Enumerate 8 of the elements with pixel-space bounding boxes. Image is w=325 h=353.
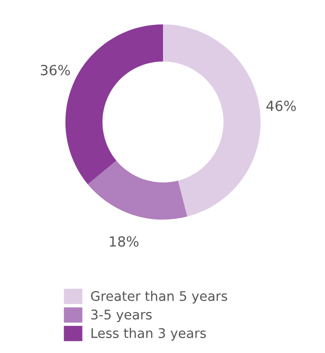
data-label: 46% [266,100,296,112]
data-label: 36% [40,64,70,76]
data-label: 18% [110,236,138,247]
donut-slice [163,24,261,217]
donut-slice [88,160,188,220]
legend-label: Less than 3 years [92,328,206,341]
legend-label: Greater than 5 years [91,290,228,304]
legend-label: 3-5 years [91,310,152,322]
